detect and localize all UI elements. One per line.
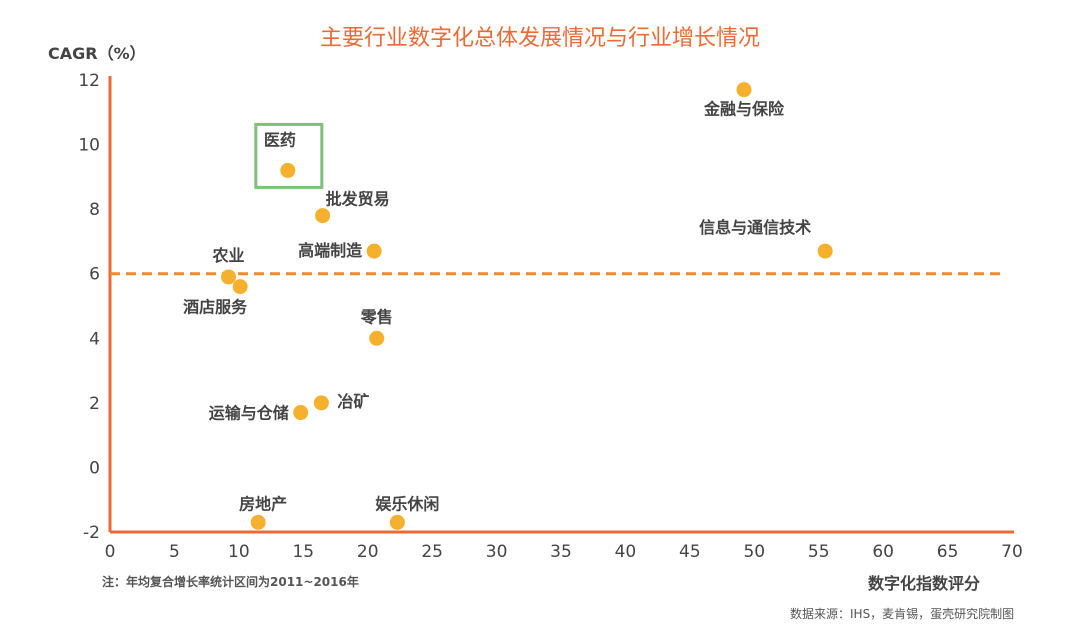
point-label: 零售: [360, 307, 393, 326]
point-label: 信息与通信技术: [699, 218, 811, 237]
y-tick-label: 2: [89, 394, 100, 414]
x-tick-label: 35: [550, 542, 572, 562]
data-point: [369, 330, 385, 346]
data-point: [313, 395, 329, 411]
y-tick-label: 12: [78, 71, 100, 91]
data-point: [221, 269, 237, 285]
x-tick-label: 30: [486, 542, 508, 562]
data-point: [817, 243, 833, 259]
x-tick-label: 20: [357, 542, 379, 562]
x-tick-label: 50: [743, 542, 765, 562]
footnote: 注：年均复合增长率统计区间为2011~2016年: [102, 575, 359, 589]
point-label: 高端制造: [298, 241, 363, 260]
x-axis-label: 数字化指数评分: [868, 574, 981, 593]
data-point: [736, 82, 752, 98]
y-tick-label: 0: [89, 458, 100, 478]
data-point: [315, 208, 331, 224]
chart-title: 主要行业数字化总体发展情况与行业增长情况: [319, 26, 760, 51]
point-label: 运输与仓储: [209, 404, 289, 423]
point-label: 酒店服务: [183, 298, 248, 317]
x-tick-label: 60: [872, 542, 894, 562]
x-tick-label: 15: [292, 542, 314, 562]
data-point: [293, 405, 309, 421]
x-tick-label: 45: [679, 542, 701, 562]
x-tick-label: 5: [169, 542, 180, 562]
point-label: 农业: [212, 246, 245, 265]
x-tick-label: 25: [421, 542, 443, 562]
x-tick-label: 65: [937, 542, 959, 562]
y-tick-label: 6: [89, 265, 100, 285]
y-tick-label: 10: [78, 136, 100, 156]
point-label: 娱乐休闲: [375, 494, 439, 513]
point-label: 批发贸易: [326, 190, 390, 209]
point-label: 房地产: [239, 494, 287, 513]
y-axis-label: CAGR（%）: [48, 44, 146, 63]
data-point: [280, 162, 296, 178]
data-point: [366, 243, 382, 259]
y-tick-label: -2: [83, 523, 100, 543]
data-source: 数据来源：IHS，麦肯锡，蛋壳研究院制图: [790, 607, 1015, 621]
data-point: [250, 514, 266, 530]
x-tick-label: 70: [1001, 542, 1023, 562]
y-tick-label: 8: [89, 200, 100, 220]
point-label: 医药: [264, 130, 296, 149]
x-tick-label: 10: [228, 542, 250, 562]
x-tick-label: 55: [808, 542, 830, 562]
highlight-box: [254, 122, 324, 189]
x-tick-label: 40: [615, 542, 637, 562]
point-label: 冶矿: [337, 392, 369, 411]
x-tick-label: 0: [105, 542, 116, 562]
data-point: [389, 514, 405, 530]
point-label: 金融与保险: [703, 100, 785, 119]
data-point: [232, 279, 248, 295]
y-tick-label: 4: [89, 329, 100, 349]
